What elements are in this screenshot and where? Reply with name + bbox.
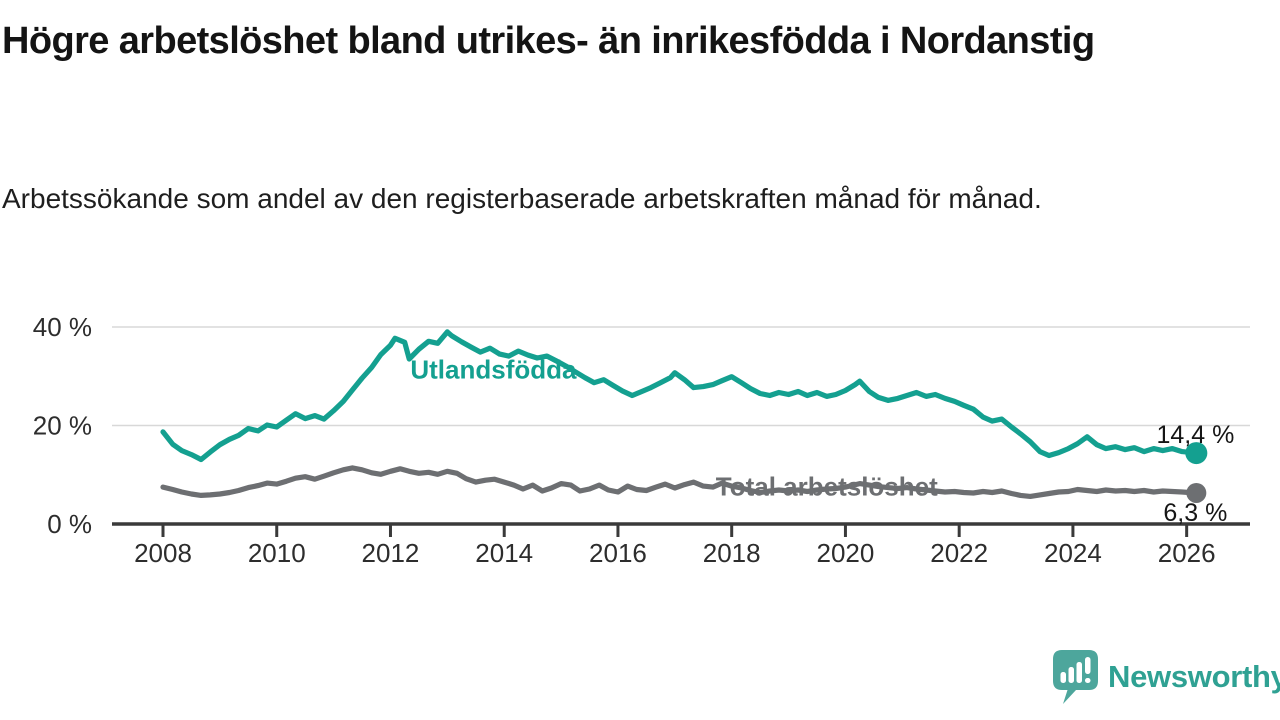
series-end-value-label: 6,3 % bbox=[1163, 499, 1227, 527]
series-label-utlandsfodda: Utlandsfödda bbox=[410, 355, 577, 385]
x-tick-label: 2016 bbox=[589, 538, 647, 568]
x-tick-label: 2020 bbox=[817, 538, 875, 568]
series-label-total: Total arbetslöshet bbox=[716, 471, 938, 501]
y-tick-label: 20 % bbox=[33, 411, 92, 441]
brand-footer: Newsworthy bbox=[1052, 648, 1280, 706]
x-tick-label: 2008 bbox=[134, 538, 192, 568]
series-end-dot bbox=[1185, 442, 1208, 465]
x-tick-label: 2014 bbox=[475, 538, 533, 568]
x-tick-label: 2022 bbox=[930, 538, 988, 568]
y-tick-label: 0 % bbox=[47, 509, 92, 539]
page-subtitle: Arbetssökande som andel av den registerb… bbox=[2, 183, 1042, 214]
x-tick-label: 2012 bbox=[362, 538, 420, 568]
series-line-utlandsfodda bbox=[160, 329, 1199, 463]
y-tick-label: 40 % bbox=[33, 312, 92, 342]
series-end-dot bbox=[1186, 482, 1207, 503]
x-tick-label: 2010 bbox=[248, 538, 306, 568]
brand-name: Newsworthy bbox=[1108, 659, 1280, 694]
x-tick-label: 2026 bbox=[1158, 538, 1216, 568]
page-title: Högre arbetslöshet bland utrikes- än inr… bbox=[2, 20, 1095, 62]
newsworthy-logo-icon bbox=[1053, 649, 1098, 704]
x-tick-label: 2018 bbox=[703, 538, 761, 568]
x-tick-label: 2024 bbox=[1044, 538, 1102, 568]
series-end-value-label: 14,4 % bbox=[1156, 421, 1234, 449]
series-line-total bbox=[160, 465, 1199, 499]
